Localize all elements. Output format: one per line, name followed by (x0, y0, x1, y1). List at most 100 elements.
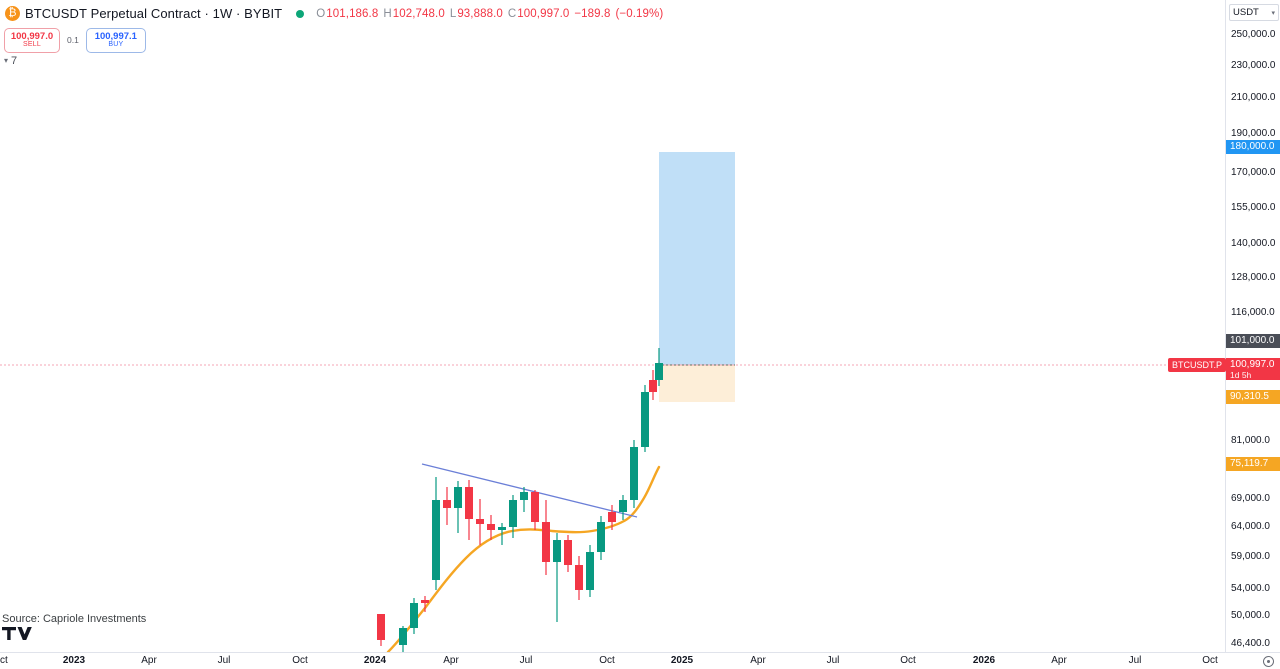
chevron-down-icon: ▾ (4, 55, 9, 65)
time-tick-label: Oct (1202, 655, 1218, 666)
candle-body (520, 492, 528, 500)
currency-unit-label: USDT (1233, 7, 1259, 18)
price-tick: 46,400.0 (1231, 638, 1270, 649)
candle-body (553, 540, 561, 562)
price-tick: 170,000.0 (1231, 167, 1276, 178)
candle-body (619, 500, 627, 512)
candle-body (575, 565, 583, 590)
ohlc-high-label: H (383, 7, 392, 20)
candle-body (597, 522, 605, 552)
tradingview-logo-icon (2, 627, 32, 646)
time-tick-label: Apr (443, 655, 459, 666)
scale-price-badge[interactable]: 101,000.0 (1226, 334, 1280, 348)
target-zone-rect (659, 152, 735, 365)
ohlc-open-label: O (316, 7, 326, 20)
clock-settings-icon[interactable] (1263, 656, 1274, 667)
symbol-price-flag: BTCUSDT.P (1168, 358, 1227, 372)
candle-body (377, 614, 385, 640)
support-badge-1[interactable]: 90,310.5 (1226, 390, 1280, 404)
ohlc-close-label: C (507, 7, 517, 20)
candle-body (542, 522, 550, 562)
price-tick: 81,000.0 (1231, 435, 1270, 446)
trade-panel: 100,997.0 SELL 0.1 100,997.1 BUY (4, 27, 146, 53)
ohlc-readout: O101,186.8 H102,748.0 L93,888.0 C100,997.0−… (316, 8, 663, 20)
time-tick-label: 2024 (363, 655, 387, 666)
candle-body (399, 628, 407, 645)
time-tick-label: Oct (599, 655, 615, 666)
ohlc-high-value: 102,748.0 (392, 7, 445, 20)
price-tick: 116,000.0 (1231, 307, 1275, 318)
time-tick-label: Jul (826, 655, 840, 666)
candle-body (443, 500, 451, 508)
chart-header: BTCUSDT Perpetual Contract · 1W · BYBIT … (0, 0, 1280, 27)
price-tick: 54,000.0 (1231, 583, 1270, 594)
last-price-value: 100,997.0 (1230, 359, 1275, 370)
candle-body (586, 552, 594, 590)
time-tick-label: Oct (900, 655, 916, 666)
price-tick: 64,000.0 (1231, 521, 1270, 532)
candle-body (498, 527, 506, 530)
time-tick-label: 2025 (670, 655, 694, 666)
price-tick: 190,000.0 (1231, 128, 1276, 139)
candle-body (531, 492, 539, 522)
price-tick: 59,000.0 (1231, 551, 1270, 562)
price-tick: 69,000.0 (1231, 493, 1270, 504)
ohlc-low-label: L (449, 7, 457, 20)
resistance-trendline (421, 463, 638, 518)
ohlc-close-value: 100,997.0 (517, 7, 570, 20)
candle-body (608, 512, 616, 522)
time-tick-label: Apr (1051, 655, 1067, 666)
candle-body (564, 540, 572, 565)
candle-body (454, 487, 462, 508)
time-tick-label: Oct (0, 655, 8, 666)
candle-body (641, 392, 649, 447)
time-tick-label: Oct (292, 655, 308, 666)
price-tick: 210,000.0 (1231, 92, 1276, 103)
time-axis[interactable]: Oct 2023 Apr Jul Oct 2024 Apr Jul Oct 2025 Apr Jul O… (0, 652, 1280, 669)
moving-average-line (386, 465, 661, 652)
price-tick: 140,000.0 (1231, 238, 1276, 249)
candle-body (421, 600, 429, 603)
time-tick-label: 2026 (972, 655, 996, 666)
buy-label: BUY (108, 41, 124, 49)
time-tick-label: Apr (750, 655, 766, 666)
candle-body (410, 603, 418, 628)
candle-body (649, 380, 657, 392)
price-tick: 155,000.0 (1231, 202, 1276, 213)
last-price-badge[interactable]: 100,997.0 1d 5h (1226, 358, 1280, 380)
sell-button[interactable]: 100,997.0 SELL (4, 27, 60, 53)
sell-label: SELL (23, 41, 41, 49)
buy-price: 100,997.1 (94, 30, 137, 42)
bar-countdown: 1d 5h (1230, 370, 1252, 380)
symbol-title[interactable]: BTCUSDT Perpetual Contract · 1W · BYBIT (25, 6, 283, 21)
price-axis[interactable]: USDT ▾ 250,000.0 230,000.0 210,000.0 190,00… (1225, 0, 1280, 652)
quantity-value[interactable]: 0.1 (67, 35, 79, 45)
sell-price: 100,997.0 (10, 30, 54, 42)
support-badge-2[interactable]: 75,119.7 (1226, 457, 1280, 471)
currency-unit-selector[interactable]: USDT ▾ (1229, 4, 1279, 21)
ohlc-change-percent: (−0.19%) (615, 7, 664, 20)
candle-body (655, 363, 663, 380)
candle-body (465, 487, 473, 519)
status-dot-icon (296, 9, 305, 18)
candle-body (509, 500, 517, 527)
ohlc-open-value: 101,186.8 (326, 7, 379, 20)
stop-zone-rect (659, 365, 735, 402)
buy-button[interactable]: 100,997.1 BUY (85, 27, 146, 53)
time-tick-label: Jul (1128, 655, 1142, 666)
leverage-value: 7 (11, 55, 18, 67)
time-tick-label: Jul (217, 655, 231, 666)
target-price-badge[interactable]: 180,000.0 (1226, 140, 1280, 154)
time-tick-label: Apr (141, 655, 157, 666)
candle-body (487, 524, 495, 530)
candlestick-series (377, 348, 663, 652)
price-tick: 250,000.0 (1231, 29, 1276, 40)
ohlc-change: −189.8 (574, 7, 611, 20)
time-tick-label: 2023 (62, 655, 86, 666)
leverage-selector[interactable]: ▾ 7 (4, 55, 17, 67)
chart-plot-area[interactable] (0, 0, 1225, 652)
price-tick: 50,000.0 (1231, 610, 1270, 621)
chevron-down-icon: ▾ (1271, 9, 1275, 17)
time-tick-label: Jul (519, 655, 533, 666)
price-tick: 128,000.0 (1231, 272, 1276, 283)
